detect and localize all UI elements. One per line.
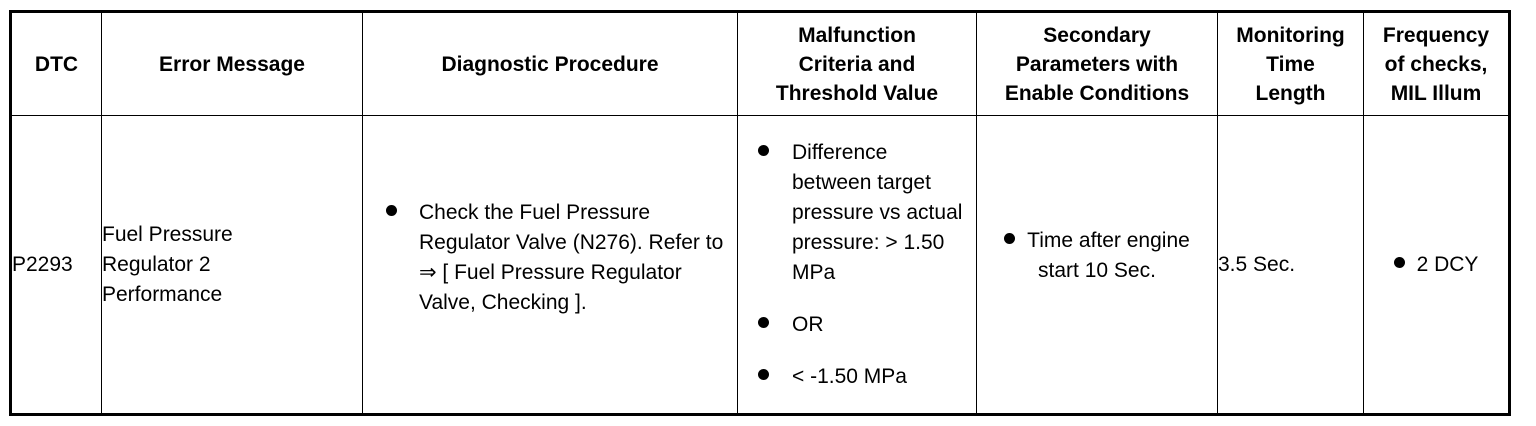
header-dtc: DTC xyxy=(10,11,102,116)
bullet-icon xyxy=(758,138,769,168)
criteria-text: OR xyxy=(792,312,824,336)
bullet-icon xyxy=(758,362,769,392)
frequency: 2 DCY xyxy=(1363,115,1510,415)
dtc-table: DTC Error Message Diagnostic Procedure M… xyxy=(9,10,1511,416)
malfunction-criteria: Difference between target pressure vs ac… xyxy=(737,115,977,415)
frequency-text: 2 DCY xyxy=(1416,252,1479,276)
header-monitoring-time: Monitoring Time Length xyxy=(1217,11,1364,116)
list-item: OR xyxy=(738,310,976,340)
bullet-icon xyxy=(1393,257,1405,269)
header-frequency: Frequency of checks, MIL Illum xyxy=(1363,11,1510,116)
secondary-parameters: Time after engine start 10 Sec. xyxy=(976,115,1218,415)
secondary-text: Time after engine start 10 Sec. xyxy=(1027,228,1190,282)
bullet-icon xyxy=(386,198,397,228)
header-row: DTC Error Message Diagnostic Procedure M… xyxy=(10,11,1510,116)
list-item: < -1.50 MPa xyxy=(738,362,976,392)
monitoring-time: 3.5 Sec. xyxy=(1217,115,1364,415)
header-error-message: Error Message xyxy=(101,11,363,116)
error-message: Fuel Pressure Regulator 2 Performance xyxy=(101,115,363,415)
list-item: Check the Fuel Pressure Regulator Valve … xyxy=(363,198,737,318)
criteria-text: < -1.50 MPa xyxy=(792,364,907,388)
bullet-icon xyxy=(1004,233,1016,245)
list-item: Difference between target pressure vs ac… xyxy=(738,138,976,288)
dtc-code: P2293 xyxy=(10,115,102,415)
procedure-text: Check the Fuel Pressure Regulator Valve … xyxy=(419,200,724,314)
header-secondary-parameters: Secondary Parameters with Enable Conditi… xyxy=(976,11,1218,116)
header-malfunction-criteria: Malfunction Criteria and Threshold Value xyxy=(737,11,977,116)
header-diagnostic-procedure: Diagnostic Procedure xyxy=(362,11,738,116)
bullet-icon xyxy=(758,310,769,340)
diagnostic-procedure: Check the Fuel Pressure Regulator Valve … xyxy=(362,115,738,415)
table-row: P2293 Fuel Pressure Regulator 2 Performa… xyxy=(10,115,1510,415)
criteria-text: Difference between target pressure vs ac… xyxy=(792,140,963,284)
